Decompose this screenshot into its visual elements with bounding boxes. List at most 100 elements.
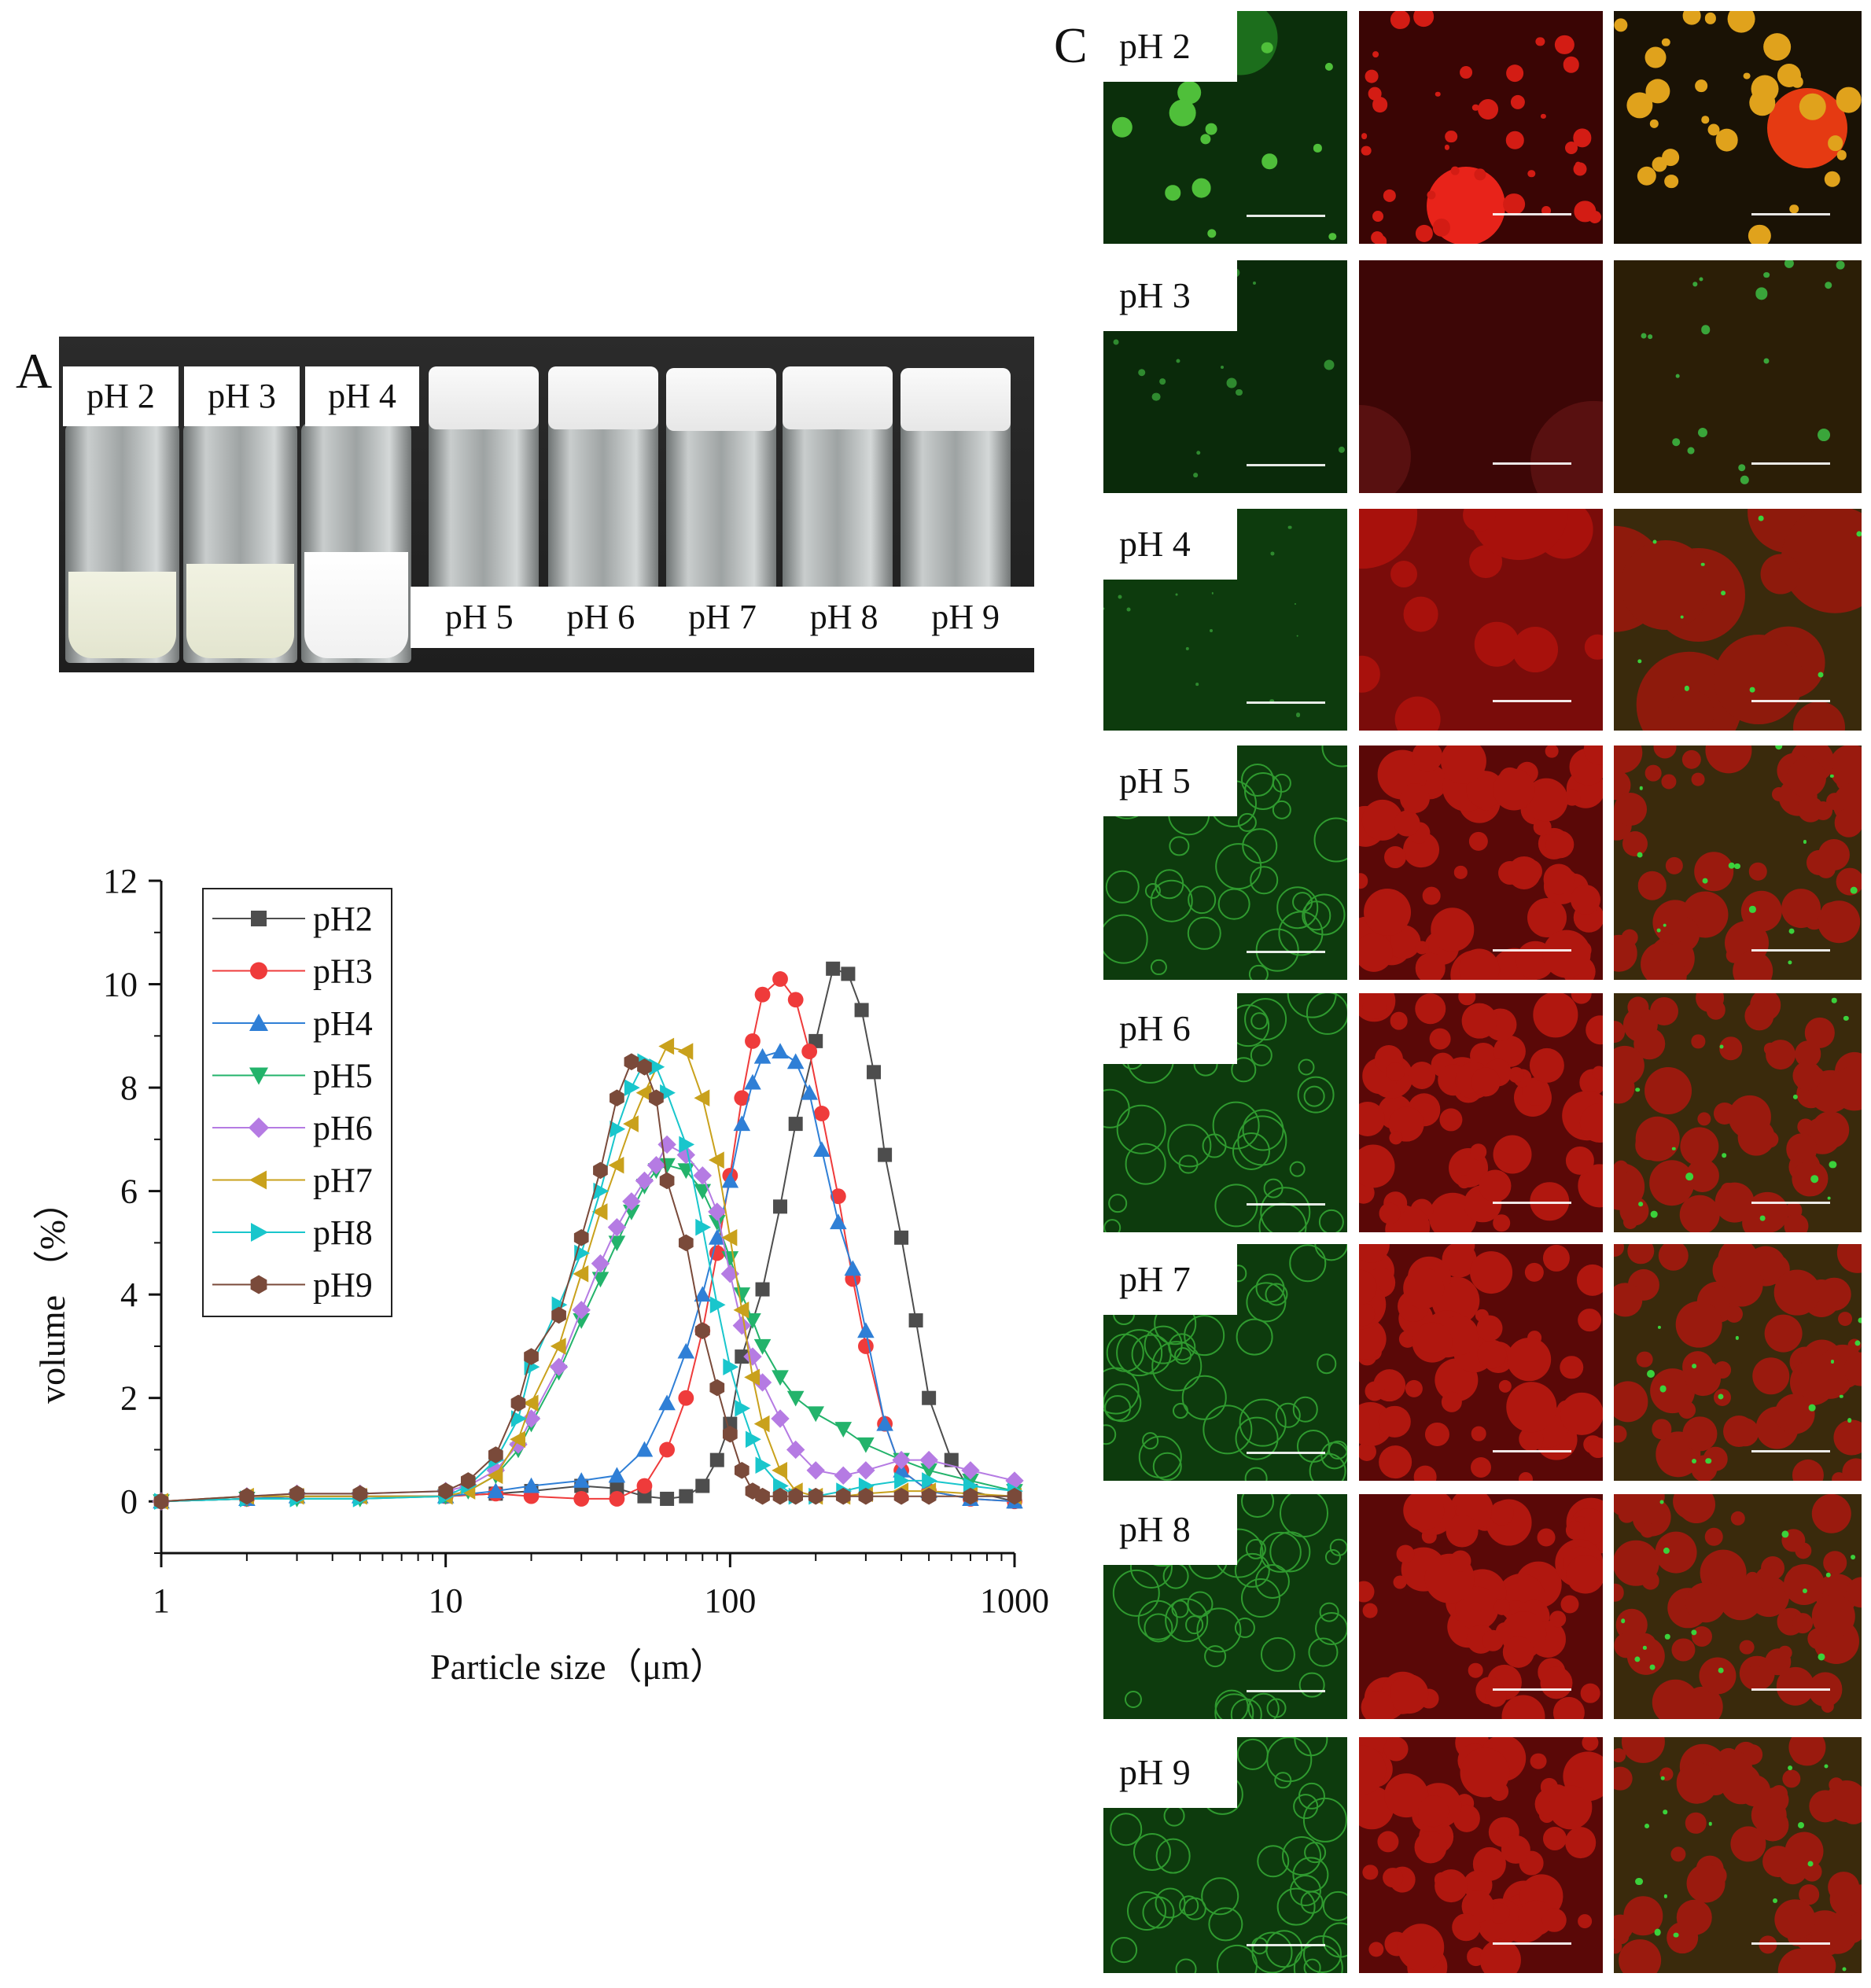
droplet (1649, 1664, 1656, 1670)
droplet (1745, 1665, 1766, 1685)
droplet (1560, 1392, 1603, 1436)
droplet (1760, 554, 1801, 595)
legend-item-ph4: pH4 (212, 1004, 373, 1043)
droplet (1614, 793, 1648, 826)
data-point (659, 1441, 675, 1458)
droplet (1614, 18, 1628, 32)
droplet (1704, 746, 1752, 774)
droplet (1614, 1748, 1626, 1763)
droplet (1694, 852, 1733, 892)
droplet (1363, 995, 1387, 1020)
droplet (1803, 1949, 1836, 1973)
droplet (1718, 1036, 1743, 1060)
droplet (1302, 1798, 1347, 1843)
droplet (1542, 930, 1591, 978)
data-point (808, 1487, 823, 1505)
scale-bar (1493, 1688, 1571, 1691)
droplet (1788, 1765, 1793, 1771)
scale-bar (1751, 1942, 1830, 1945)
droplet (1512, 626, 1558, 672)
data-point (919, 1450, 938, 1470)
droplet (1842, 1967, 1847, 1971)
droplet (1836, 260, 1845, 270)
droplet (1670, 1846, 1686, 1862)
droplet (1103, 1383, 1142, 1423)
droplet (1527, 169, 1535, 178)
droplet (1272, 800, 1291, 820)
droplet (1720, 590, 1726, 595)
droplet (1362, 1865, 1378, 1880)
droplet (1856, 531, 1862, 537)
droplet (1578, 1913, 1592, 1928)
droplet (1777, 63, 1801, 87)
droplet (1454, 866, 1468, 879)
droplet (1824, 281, 1832, 289)
droplet (1660, 1776, 1665, 1780)
droplet (1681, 749, 1701, 770)
droplet (1699, 277, 1703, 282)
droplet (1664, 174, 1678, 189)
data-point (488, 1446, 503, 1463)
row-label-ph5: pH 5 (1103, 746, 1237, 816)
data-point (744, 1368, 760, 1386)
y-tick-label: 8 (120, 1069, 138, 1107)
vial-ph9 (901, 368, 1011, 596)
droplet (1719, 1044, 1724, 1049)
droplet (1783, 1564, 1825, 1606)
droplet (1622, 830, 1648, 856)
droplet (1714, 1182, 1755, 1223)
droplet (1582, 1737, 1599, 1751)
data-point (723, 1358, 739, 1376)
droplet (1398, 1924, 1445, 1971)
chart-legend: pH2 pH3 pH4 pH5 pH6 pH7 pH8 pH9 (202, 888, 392, 1317)
droplet (1445, 130, 1457, 143)
droplet (1300, 1890, 1324, 1914)
droplet (1811, 1494, 1851, 1534)
droplet (1654, 1929, 1662, 1936)
droplet (1164, 1598, 1209, 1643)
label-ph3: pH 3 (184, 366, 300, 426)
droplet (1829, 1777, 1844, 1793)
data-point (608, 1235, 626, 1252)
droplet (1498, 1379, 1512, 1393)
data-point (857, 1322, 875, 1338)
droplet (1490, 1501, 1514, 1526)
droplet (1697, 1112, 1711, 1126)
data-point (624, 1053, 639, 1070)
droplet (1627, 1244, 1655, 1265)
droplet (1793, 701, 1846, 731)
data-point (708, 1229, 726, 1245)
droplet (1614, 1282, 1642, 1317)
droplet (1566, 1147, 1595, 1176)
droplet (1359, 933, 1393, 972)
data-point (893, 1461, 910, 1478)
droplet (1439, 1108, 1463, 1132)
micrograph-merged-row-9 (1614, 1737, 1862, 1973)
droplet (1537, 1528, 1556, 1547)
data-point (922, 1390, 937, 1405)
droplet (1751, 1798, 1787, 1833)
droplet (1641, 333, 1647, 339)
data-point (609, 1491, 625, 1507)
droplet (1482, 1630, 1504, 1651)
scale-bar (1493, 1450, 1571, 1452)
droplet (1313, 817, 1347, 863)
droplet (1493, 1214, 1510, 1232)
droplet (1408, 1062, 1435, 1089)
label-ph9: pH 9 (931, 598, 1000, 636)
droplet (1751, 930, 1765, 943)
droplet (1682, 11, 1701, 25)
droplet (1545, 830, 1574, 859)
droplet (1552, 1696, 1585, 1719)
droplet (1687, 447, 1695, 455)
data-point (658, 1158, 676, 1174)
data-point (573, 1472, 591, 1488)
data-point (695, 1478, 710, 1493)
droplet (1137, 369, 1146, 377)
droplet (1813, 801, 1832, 821)
droplet (1108, 1194, 1127, 1213)
data-point (753, 1338, 772, 1355)
row-label-ph3: pH 3 (1103, 260, 1237, 331)
legend-marker (251, 911, 267, 926)
droplet (1359, 405, 1411, 493)
